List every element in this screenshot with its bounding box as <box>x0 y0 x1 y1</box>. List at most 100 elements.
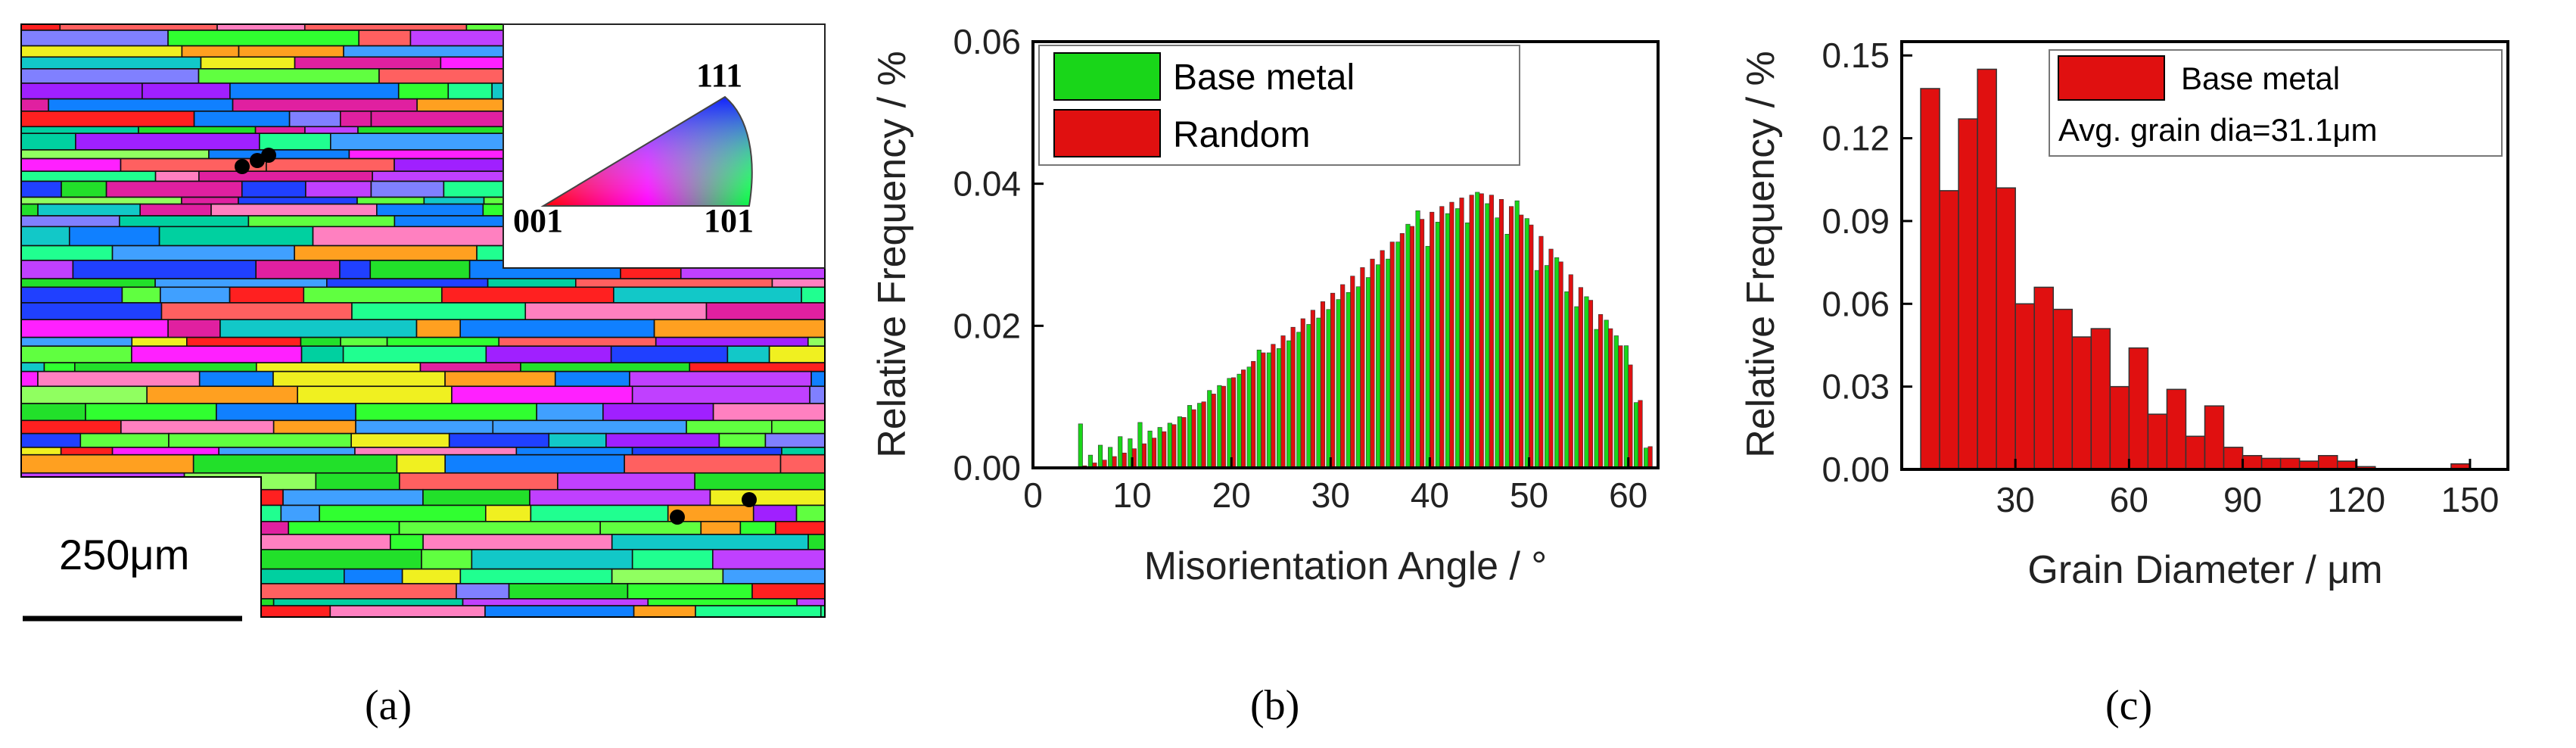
panel-b: 0 10 20 30 40 50 60 0.00 0.02 0.04 0.06 Base metal… <box>870 22 1660 729</box>
bar-b-random <box>1360 267 1365 469</box>
bar-b-base-metal <box>1435 222 1440 469</box>
bar-b-random <box>1380 250 1385 469</box>
unindexed-point <box>261 148 276 163</box>
bar-b-base-metal <box>1227 378 1232 469</box>
grain <box>705 302 825 320</box>
grain <box>21 345 132 363</box>
bar-b-base-metal <box>1386 258 1391 469</box>
y-tick-label-b: 0.04 <box>953 164 1021 204</box>
grain <box>422 534 613 550</box>
bar-b-random <box>1538 235 1544 469</box>
grain <box>456 583 510 600</box>
grain <box>111 245 295 261</box>
grain <box>796 598 825 606</box>
grain <box>192 453 398 474</box>
grain <box>21 504 109 522</box>
grain <box>138 126 257 134</box>
bar-c-base-metal <box>2014 303 2035 470</box>
grain <box>305 180 372 198</box>
bar-b-base-metal <box>1276 348 1282 469</box>
grain <box>294 245 478 261</box>
grain <box>508 583 629 600</box>
chart-b-ticks: 0 10 20 30 40 50 60 0.00 0.02 0.04 0.06 <box>953 22 1647 515</box>
bar-b-random <box>1181 417 1187 469</box>
grain <box>250 534 391 550</box>
grain <box>21 226 70 247</box>
grain <box>397 83 450 100</box>
grain <box>471 549 633 570</box>
grain <box>390 534 424 550</box>
grain <box>771 278 825 288</box>
bar-b-random <box>1221 385 1226 469</box>
unindexed-point <box>742 492 757 507</box>
bar-b-random <box>1241 369 1246 469</box>
chart-c-xlabel: Grain Diameter / μm <box>2027 548 2382 592</box>
grain <box>459 319 655 338</box>
grain <box>712 403 825 422</box>
grain <box>631 447 782 456</box>
bar-b-base-metal <box>1108 447 1113 469</box>
grain <box>376 203 484 217</box>
x-tick-label-c: 30 <box>1996 480 2035 519</box>
grain <box>183 472 317 491</box>
y-tick-label-c: 0.03 <box>1822 367 1890 407</box>
ipf-key-inset: 111 001 101 <box>502 23 826 269</box>
grain <box>146 385 298 404</box>
bar-b-base-metal <box>1485 203 1490 469</box>
grain <box>74 362 257 372</box>
bar-b-random <box>1251 360 1256 469</box>
grain <box>21 83 143 100</box>
grain <box>60 447 114 456</box>
bar-b-random <box>1647 446 1653 469</box>
chart-c-legend: Base metal Avg. grain dia=31.1μm <box>2049 49 2503 157</box>
grain <box>726 345 770 363</box>
grain <box>21 24 61 31</box>
grain <box>272 370 446 388</box>
grain <box>72 260 257 279</box>
chart-c-axes <box>1900 40 2509 471</box>
grain <box>350 432 450 448</box>
grain <box>181 196 239 205</box>
grain <box>43 362 76 372</box>
grain <box>820 605 825 617</box>
bar-b-base-metal <box>1405 223 1411 469</box>
bar-b-base-metal <box>1157 427 1162 469</box>
grain <box>340 111 372 128</box>
grain <box>193 111 291 128</box>
bar-b-base-metal <box>1613 335 1619 469</box>
grain <box>186 336 302 348</box>
grain <box>272 598 464 606</box>
grain <box>266 157 395 173</box>
bar-b-base-metal <box>1454 208 1461 469</box>
grain <box>37 203 141 217</box>
grain <box>557 472 695 491</box>
grain <box>167 30 360 47</box>
x-tick-label-c: 60 <box>2110 480 2148 519</box>
bar-c-base-metal <box>2128 347 2149 470</box>
grain <box>515 447 633 456</box>
bar-b-random <box>1548 248 1554 469</box>
unindexed-point <box>670 510 685 525</box>
x-tick-label-b: 50 <box>1510 475 1548 515</box>
chart-c-ylabel: Relative Frequency / % <box>1739 51 1783 458</box>
grain <box>448 432 550 448</box>
grain <box>21 215 120 228</box>
panel-c: 30 60 90 120 150 0.00 0.03 0.06 0.09 0.12 0.15 Bas… <box>1739 36 2509 729</box>
bar-b-base-metal <box>1296 332 1302 469</box>
grain <box>712 549 825 570</box>
bar-b-base-metal <box>1465 222 1470 469</box>
bar-b-random <box>1330 292 1336 469</box>
bar-b-base-metal <box>1495 217 1500 469</box>
bar-b-random <box>1420 219 1425 469</box>
bar-b-random <box>1430 211 1435 469</box>
bar-b-base-metal <box>1355 286 1361 469</box>
grain <box>297 385 453 404</box>
bar-c-base-metal <box>2033 286 2054 470</box>
grain <box>59 24 218 31</box>
bar-b-random <box>1638 400 1643 469</box>
bar-b-random <box>1280 335 1286 469</box>
bar-b-base-metal <box>1266 352 1271 469</box>
grain <box>75 132 260 151</box>
grain <box>119 215 250 228</box>
